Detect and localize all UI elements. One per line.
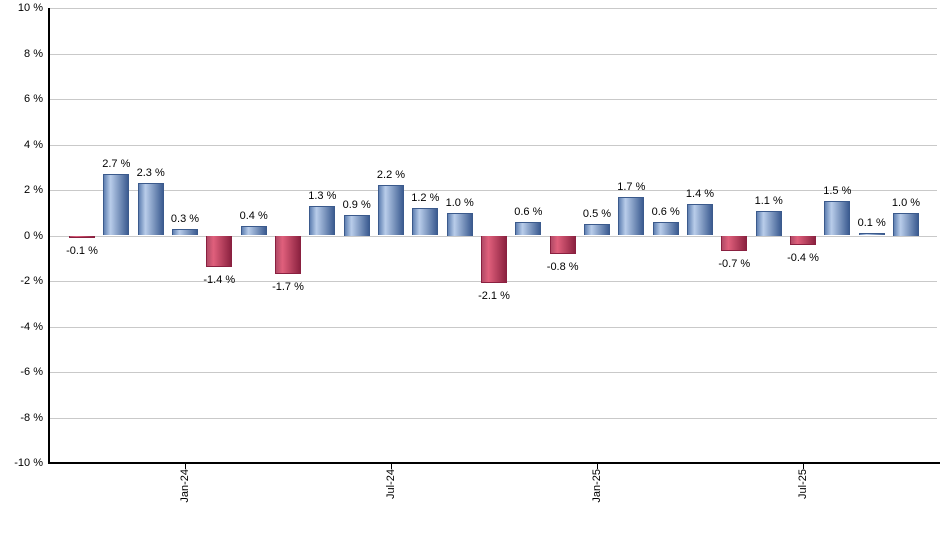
bar-positive[interactable] <box>515 221 542 236</box>
bar-negative[interactable] <box>206 235 233 268</box>
y-axis-tick-label: 0 % <box>24 230 43 242</box>
bar-value-label: 0.1 % <box>857 217 886 230</box>
bar-value-label: 0.6 % <box>651 205 680 218</box>
y-axis-tick-label: -2 % <box>20 275 43 287</box>
y-axis-tick-label: -4 % <box>20 321 43 333</box>
bar-value-label: 0.9 % <box>342 199 371 211</box>
y-axis-line <box>48 8 50 464</box>
bar-positive[interactable] <box>824 201 851 236</box>
y-axis-tick-label: 10 % <box>17 2 43 14</box>
bar-positive[interactable] <box>755 210 782 236</box>
bar-positive[interactable] <box>103 174 130 236</box>
bar-positive[interactable] <box>687 203 713 236</box>
y-axis-tick-label: -8 % <box>20 412 43 424</box>
bar-value-label: 1.3 % <box>308 189 337 202</box>
bar-value-label: 1.0 % <box>445 196 474 209</box>
x-axis-tick <box>803 463 804 469</box>
gridline <box>48 99 937 100</box>
bar-value-label: -1.4 % <box>203 274 236 287</box>
y-axis-tick-label: -10 % <box>14 457 43 469</box>
bar-value-label: 0.6 % <box>514 205 543 218</box>
gridline <box>48 327 937 328</box>
x-axis-tick <box>185 463 186 469</box>
bar-value-label: 0.4 % <box>239 210 268 223</box>
gridline <box>48 372 937 373</box>
bar-positive[interactable] <box>137 183 164 236</box>
gridline <box>48 54 937 55</box>
y-axis-tick-label: 2 % <box>24 184 43 196</box>
bar-positive[interactable] <box>858 233 885 236</box>
bar-positive[interactable] <box>309 205 336 236</box>
bar-positive[interactable] <box>652 221 679 236</box>
x-axis-tick <box>391 463 392 469</box>
bar-positive[interactable] <box>378 185 404 236</box>
bar-positive[interactable] <box>240 226 267 236</box>
bar-value-label: 1.1 % <box>754 194 783 207</box>
bar-negative[interactable] <box>790 235 816 245</box>
bar-value-label: 1.2 % <box>411 192 440 205</box>
bar-value-label: 1.4 % <box>685 187 715 200</box>
bar-value-label: 2.2 % <box>376 169 406 182</box>
bar-value-label: 1.7 % <box>617 180 646 193</box>
bar-negative[interactable] <box>549 235 576 254</box>
y-axis-tick-label: 8 % <box>24 48 43 60</box>
gridline <box>48 8 937 9</box>
bar-positive[interactable] <box>446 212 473 236</box>
bar-positive[interactable] <box>584 224 610 236</box>
bar-value-label: -0.8 % <box>546 260 579 273</box>
y-axis-tick-label: 4 % <box>24 139 43 151</box>
bar-value-label: 0.5 % <box>582 208 612 221</box>
gridline <box>48 145 937 146</box>
bar-value-label: -1.7 % <box>272 281 304 294</box>
x-axis-tick-label: Jul-25 <box>797 469 809 499</box>
bar-negative[interactable] <box>69 235 95 238</box>
bar-value-label: -0.7 % <box>718 258 751 271</box>
y-axis-tick-label: -6 % <box>20 366 43 378</box>
gridline <box>48 190 937 191</box>
gridline <box>48 418 937 419</box>
bar-positive[interactable] <box>618 196 645 236</box>
bar-value-label: 1.5 % <box>823 185 852 198</box>
bar-positive[interactable] <box>893 212 919 236</box>
bar-positive[interactable] <box>343 215 370 236</box>
bar-negative[interactable] <box>481 235 507 284</box>
x-axis-tick <box>597 463 598 469</box>
bar-positive[interactable] <box>172 228 198 236</box>
x-axis-tick-label: Jul-24 <box>385 469 397 499</box>
bar-negative[interactable] <box>275 235 301 275</box>
bar-value-label: -0.4 % <box>787 251 819 264</box>
y-axis-tick-label: 6 % <box>24 93 43 105</box>
x-axis-tick-label: Jan-25 <box>591 469 603 503</box>
bar-value-label: 2.7 % <box>102 158 131 171</box>
bar-value-label: 0.3 % <box>170 212 200 225</box>
bar-positive[interactable] <box>412 208 439 236</box>
bar-value-label: 1.0 % <box>891 196 921 209</box>
x-axis-tick-label: Jan-24 <box>179 469 191 503</box>
bar-value-label: -2.1 % <box>478 290 510 303</box>
bar-value-label: -0.1 % <box>66 244 98 257</box>
x-axis-line <box>48 462 940 464</box>
bar-value-label: 2.3 % <box>136 167 165 180</box>
bar-negative[interactable] <box>721 235 748 252</box>
